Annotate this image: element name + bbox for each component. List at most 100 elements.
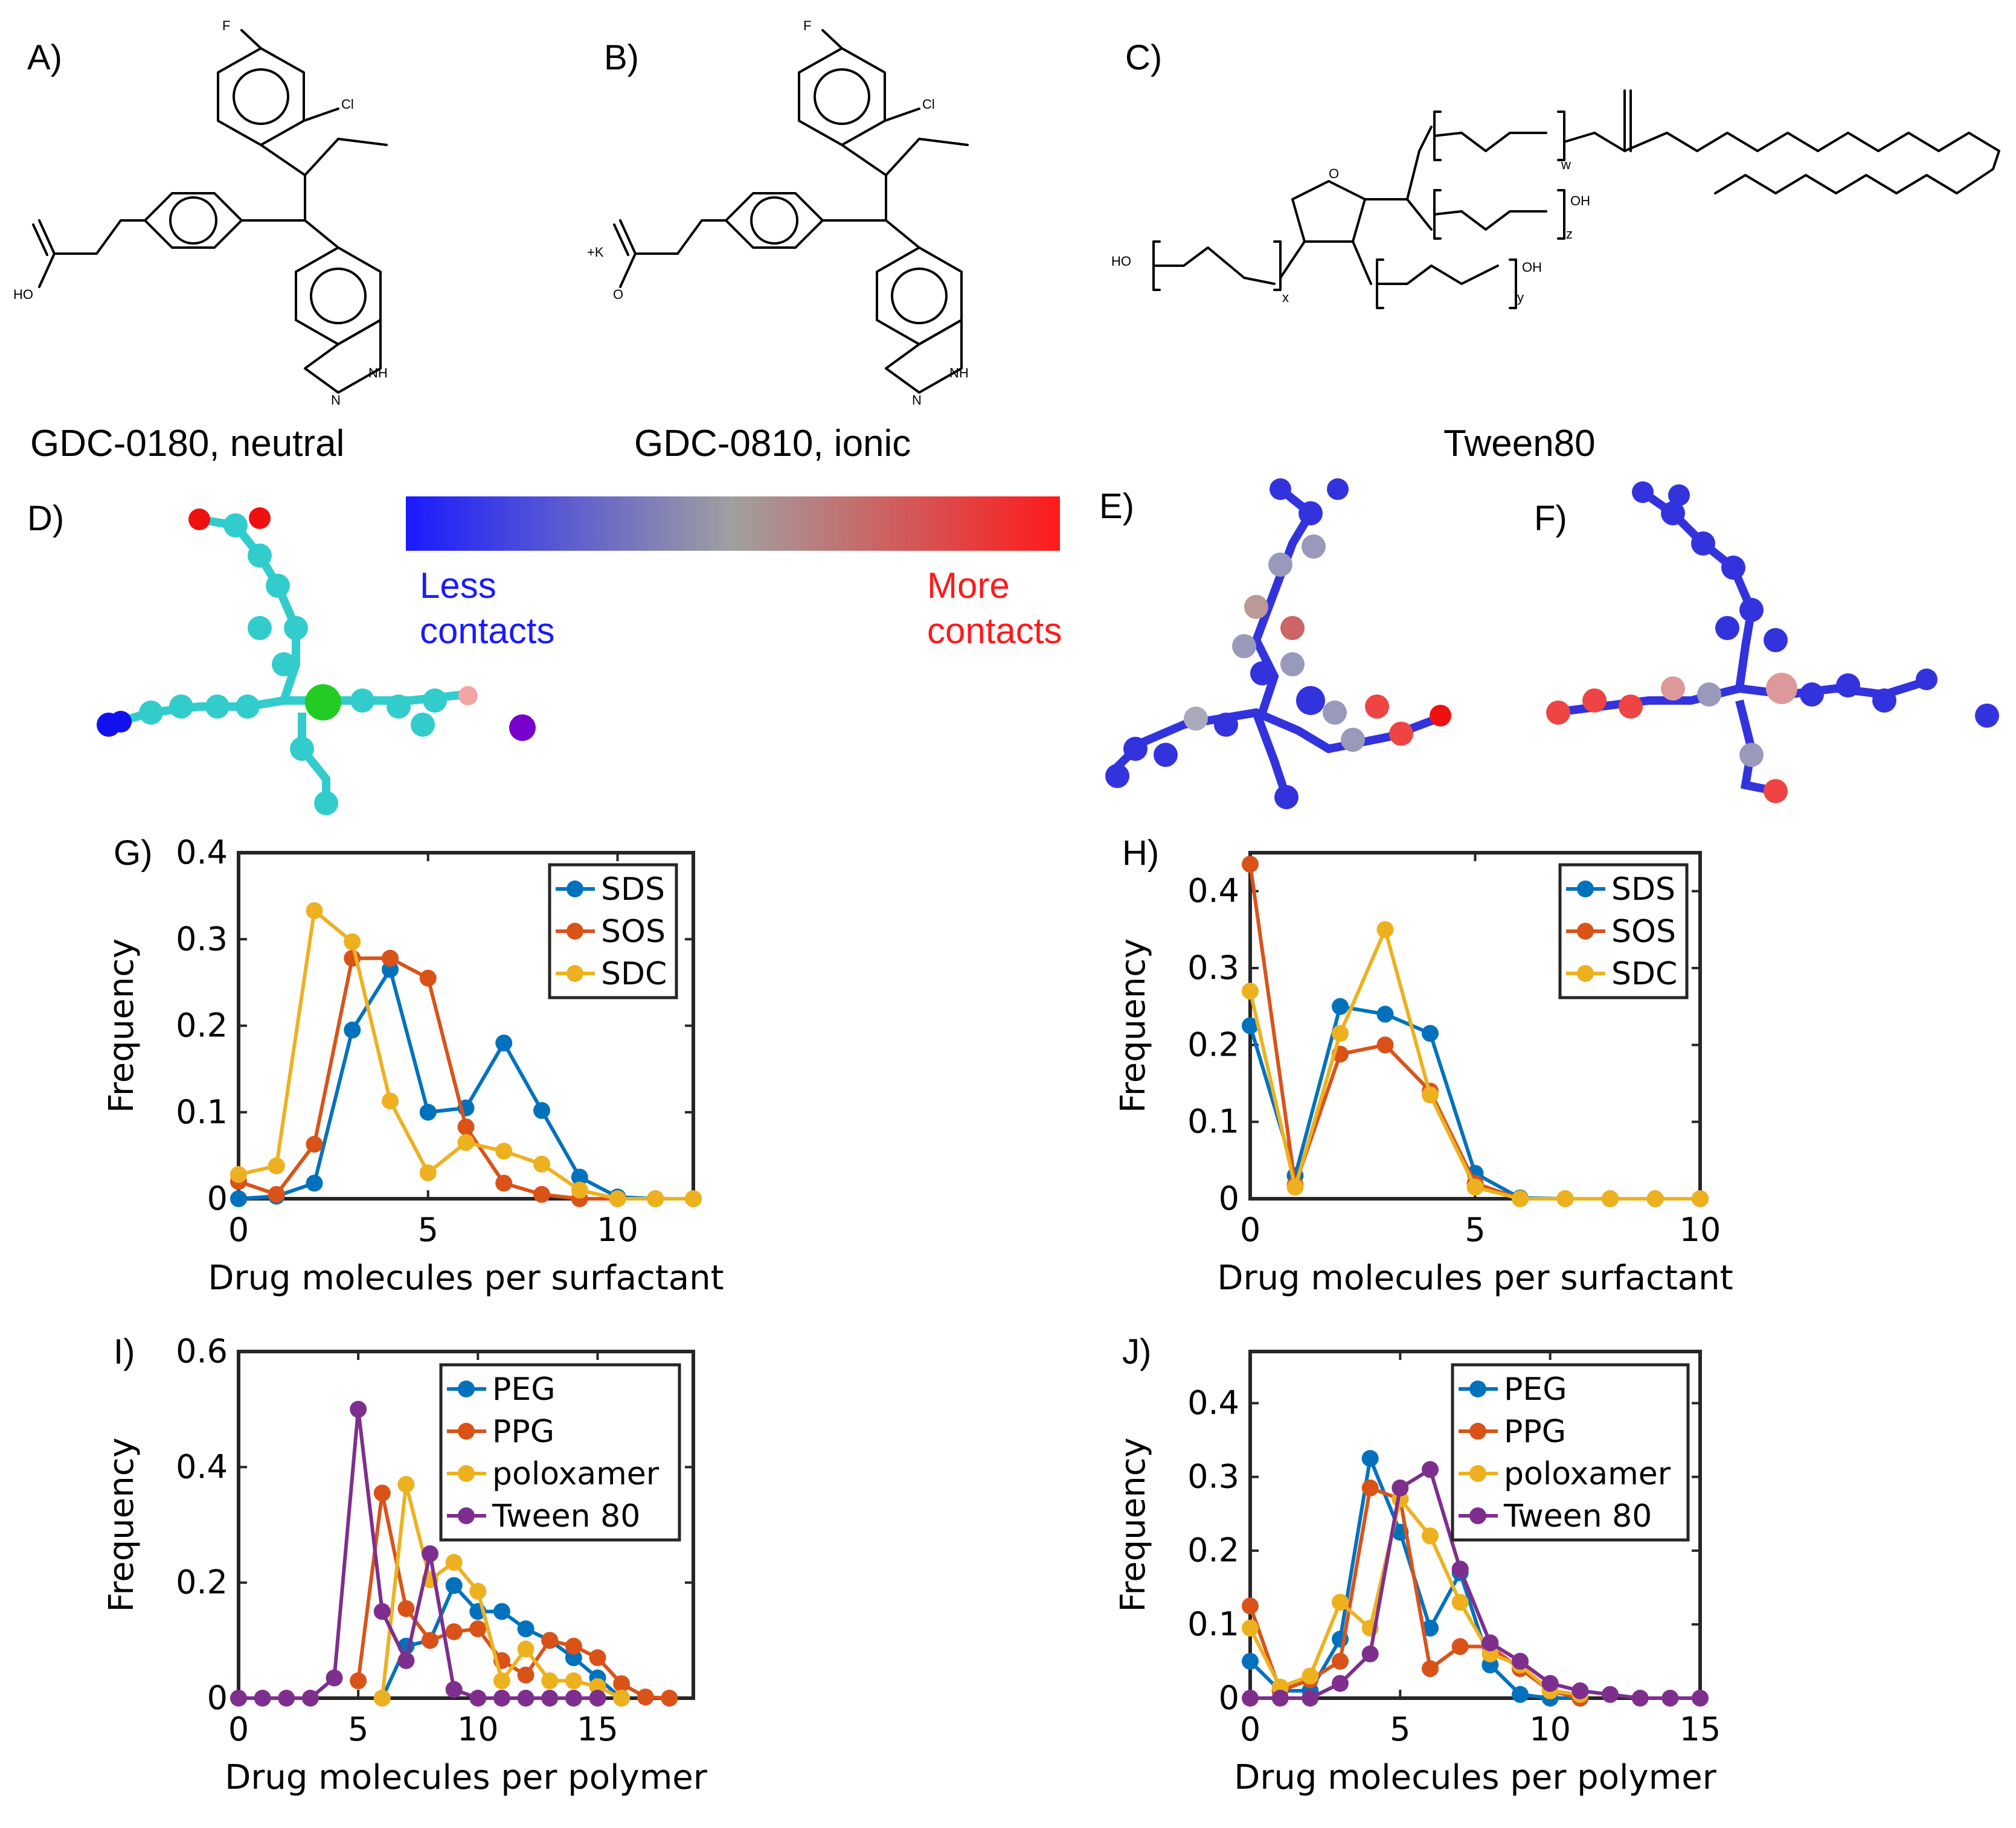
data-point: [495, 1143, 513, 1160]
data-point: [493, 1690, 510, 1707]
colorbar-low-label: Less: [420, 565, 496, 606]
y-tick-label: 0.3: [1187, 949, 1239, 987]
atom-label: NH: [949, 365, 969, 380]
data-point: [1692, 1190, 1709, 1207]
data-point: [533, 1102, 550, 1119]
data-point: [445, 1577, 463, 1594]
data-point: [397, 1652, 415, 1669]
data-point: [1556, 1190, 1574, 1207]
x-tick-label: 0: [1240, 1211, 1260, 1249]
data-point: [1451, 1594, 1469, 1611]
data-point: [306, 1135, 323, 1153]
atom-label: HO: [1111, 254, 1131, 269]
atom-label: N: [912, 393, 922, 408]
y-axis-label: Frequency: [102, 938, 141, 1113]
y-tick-label: 0.4: [1187, 1384, 1239, 1422]
legend-label: SDC: [601, 956, 667, 992]
data-point: [445, 1623, 463, 1640]
x-tick-label: 5: [348, 1710, 368, 1748]
molecule-b-structure: [613, 29, 969, 394]
molecule-e-ballstick: [1105, 478, 1451, 809]
legend-label: Tween 80: [492, 1498, 640, 1535]
legend-label: poloxamer: [1504, 1456, 1671, 1492]
data-point: [541, 1632, 559, 1649]
atom-label: HO: [13, 287, 33, 302]
data-point: [517, 1666, 534, 1684]
data-point: [647, 1190, 664, 1207]
atom-label: +K: [587, 245, 604, 260]
y-axis-label: Frequency: [102, 1437, 141, 1612]
legend-marker: [1469, 1465, 1486, 1482]
data-point: [1242, 983, 1259, 1000]
data-point: [517, 1620, 534, 1638]
data-point: [419, 1103, 437, 1121]
panel-label-i: I): [114, 1332, 135, 1371]
atom-label: OH: [1522, 260, 1542, 275]
y-tick-label: 0.1: [176, 1093, 228, 1131]
colorbar-low-label: contacts: [420, 611, 554, 651]
y-tick-label: 0.2: [1187, 1531, 1239, 1570]
data-point: [493, 1603, 510, 1620]
data-point: [397, 1476, 415, 1493]
data-point: [1242, 1017, 1259, 1034]
y-axis-label: Frequency: [1114, 1437, 1153, 1612]
axes-box: [237, 1350, 695, 1700]
data-point: [230, 1190, 247, 1207]
y-tick-label: 0.4: [176, 833, 228, 871]
colorbar-high-label: More: [927, 565, 1010, 606]
molecule-b-caption: GDC-0810, ionic: [634, 423, 911, 464]
y-tick-label: 0.6: [176, 1332, 228, 1370]
legend-marker: [1469, 1423, 1486, 1440]
data-point: [517, 1640, 534, 1658]
data-point: [230, 1166, 247, 1183]
data-point: [254, 1690, 271, 1707]
x-tick-label: 0: [1240, 1710, 1260, 1748]
y-axis-label: Frequency: [1114, 938, 1153, 1113]
data-point: [1242, 1690, 1259, 1707]
data-point: [589, 1678, 606, 1695]
y-tick-label: 0.1: [1187, 1103, 1239, 1141]
legend-label: SOS: [1611, 914, 1676, 950]
data-point: [1422, 1086, 1439, 1104]
data-point: [1422, 1461, 1439, 1478]
y-tick-label: 0: [1219, 1679, 1239, 1717]
data-point: [613, 1690, 631, 1707]
data-point: [1242, 1619, 1259, 1637]
data-point: [1661, 1690, 1679, 1707]
y-tick-label: 0.1: [1187, 1605, 1239, 1643]
atom-label: NH: [368, 365, 388, 380]
molecule-a-caption: GDC-0180, neutral: [30, 423, 344, 464]
x-tick-label: 10: [457, 1710, 499, 1748]
atom-label: F: [222, 18, 230, 33]
data-point: [685, 1190, 702, 1207]
atom-label: F: [803, 18, 811, 33]
data-point: [1466, 1178, 1484, 1196]
legend-marker: [1577, 880, 1594, 897]
data-point: [268, 1157, 285, 1175]
data-point: [457, 1118, 475, 1136]
molecule-f-ballstick: [1546, 481, 1999, 803]
x-tick-label: 15: [1680, 1710, 1721, 1748]
legend-label: poloxamer: [492, 1456, 660, 1492]
data-point: [326, 1669, 343, 1687]
data-point: [1302, 1667, 1319, 1685]
chart-panel-g: 0 5 10 0 0.1 0.2 0.3 0.4 Drug molecules per surf…: [102, 833, 724, 1298]
x-axis-label: Drug molecules per polymer: [225, 1758, 707, 1797]
data-point: [589, 1649, 606, 1667]
atom-label: w: [1561, 157, 1571, 172]
x-tick-label: 0: [228, 1211, 249, 1249]
panel-label-g: G): [114, 833, 152, 873]
data-point: [469, 1690, 487, 1707]
legend-box: [1451, 1363, 1690, 1542]
atom-label: Cl: [341, 97, 354, 112]
data-point: [445, 1681, 463, 1698]
panel-label-j: J): [1122, 1332, 1151, 1371]
data-point: [1242, 1652, 1259, 1670]
data-point: [1646, 1190, 1664, 1207]
data-point: [1692, 1690, 1709, 1707]
data-point: [1332, 998, 1349, 1015]
legend-label: Tween 80: [1503, 1498, 1652, 1535]
data-point: [571, 1181, 588, 1199]
data-point: [541, 1672, 559, 1690]
x-tick-label: 10: [1529, 1710, 1571, 1748]
